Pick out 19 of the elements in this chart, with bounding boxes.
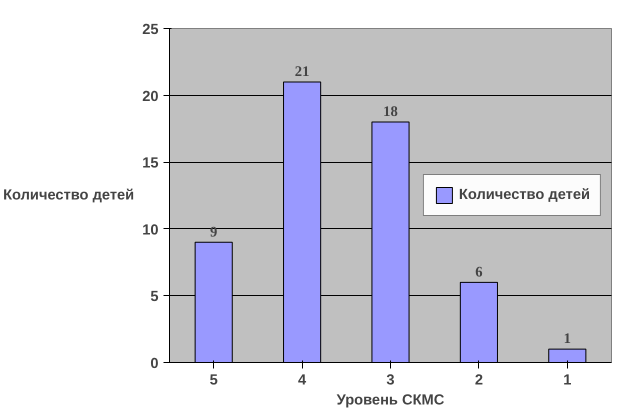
x-axis-title: Уровень СКМС xyxy=(336,392,445,408)
y-tick-label: 15 xyxy=(142,156,159,172)
data-label: 18 xyxy=(383,104,398,120)
legend-label: Количество детей xyxy=(458,187,590,203)
y-tick-label: 0 xyxy=(150,356,159,372)
data-label: 6 xyxy=(475,264,483,280)
y-tick-label: 25 xyxy=(142,22,159,38)
data-label: 21 xyxy=(294,64,310,80)
y-tick-label: 20 xyxy=(142,88,159,105)
x-tick-label: 4 xyxy=(298,372,308,388)
y-axis-title: Количество детей xyxy=(3,188,134,204)
data-label: 1 xyxy=(564,331,571,348)
data-label: 9 xyxy=(210,224,218,240)
y-tick-label: 10 xyxy=(142,222,159,238)
y-tick-label: 5 xyxy=(150,289,159,306)
x-tick-label: 3 xyxy=(386,372,395,388)
x-tick-label: 1 xyxy=(563,372,572,388)
x-tick-label: 5 xyxy=(210,372,218,388)
x-tick-label: 2 xyxy=(474,372,483,388)
